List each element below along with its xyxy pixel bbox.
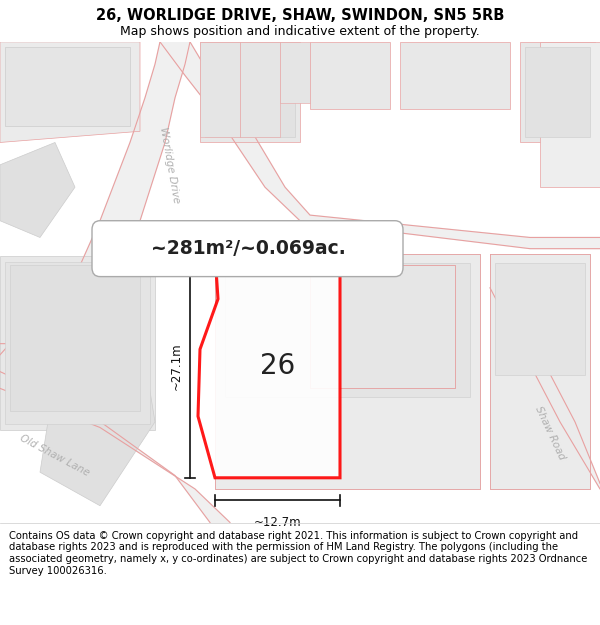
Polygon shape <box>0 372 230 522</box>
Bar <box>0 256 155 430</box>
Bar <box>10 266 140 411</box>
Polygon shape <box>40 361 155 506</box>
Text: ~12.7m: ~12.7m <box>254 516 301 529</box>
Bar <box>400 42 510 109</box>
Bar <box>310 42 390 109</box>
Polygon shape <box>0 142 75 238</box>
Bar <box>215 254 480 489</box>
Polygon shape <box>0 42 190 355</box>
Text: Map shows position and indicative extent of the property.: Map shows position and indicative extent… <box>120 24 480 38</box>
Bar <box>5 48 130 126</box>
Bar <box>310 266 455 388</box>
Text: Worlidge Drive: Worlidge Drive <box>158 126 182 204</box>
Bar <box>525 48 590 137</box>
Bar <box>490 254 590 489</box>
Polygon shape <box>490 288 600 489</box>
Bar <box>5 262 150 424</box>
Text: ~281m²/~0.069ac.: ~281m²/~0.069ac. <box>151 239 346 258</box>
Bar <box>240 42 280 137</box>
Text: 26, WORLIDGE DRIVE, SHAW, SWINDON, SN5 5RB: 26, WORLIDGE DRIVE, SHAW, SWINDON, SN5 5… <box>96 8 504 23</box>
Text: Shaw Road: Shaw Road <box>533 404 567 461</box>
Text: 26: 26 <box>260 352 296 380</box>
Bar <box>495 263 585 375</box>
Text: Contains OS data © Crown copyright and database right 2021. This information is : Contains OS data © Crown copyright and d… <box>9 531 587 576</box>
Bar <box>200 42 240 137</box>
Bar <box>520 42 595 142</box>
Polygon shape <box>198 254 340 478</box>
Polygon shape <box>160 42 600 249</box>
Bar <box>200 42 300 142</box>
Text: ~27.1m: ~27.1m <box>170 342 182 390</box>
Text: Old Shaw Lane: Old Shaw Lane <box>19 433 92 478</box>
Polygon shape <box>0 42 140 142</box>
FancyBboxPatch shape <box>92 221 403 277</box>
Bar <box>540 42 600 187</box>
Bar <box>280 42 310 103</box>
Bar <box>205 48 295 137</box>
Bar <box>225 263 470 398</box>
